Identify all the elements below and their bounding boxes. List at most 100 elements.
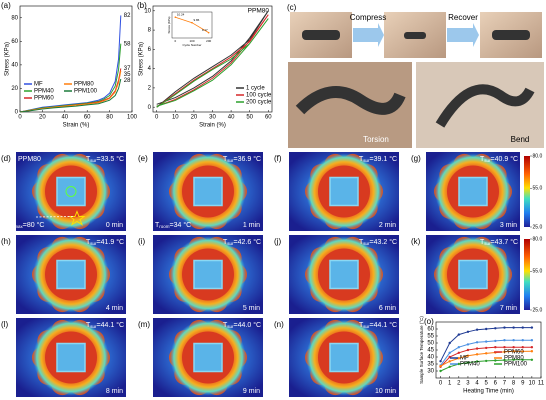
point bbox=[475, 341, 479, 344]
subscript: sur bbox=[363, 241, 370, 246]
sample bbox=[329, 259, 359, 290]
legend-label: 1 cycle bbox=[246, 86, 265, 92]
series-line bbox=[19, 78, 122, 113]
point bbox=[503, 326, 506, 329]
symbol: T bbox=[155, 222, 160, 229]
foam bbox=[404, 32, 426, 39]
value: =43.7 °C bbox=[491, 238, 519, 246]
legend-label: MF bbox=[460, 356, 469, 362]
foam bbox=[435, 84, 535, 128]
caption: Compress bbox=[350, 13, 386, 22]
symbol: T bbox=[86, 156, 91, 163]
surface-temp: Tsur=41.9 °C bbox=[86, 238, 124, 246]
point bbox=[448, 365, 451, 368]
point bbox=[485, 359, 488, 363]
point bbox=[512, 326, 515, 329]
surface-temp: Tsur=39.1 °C bbox=[359, 155, 397, 163]
inset-data-label: 10.24 bbox=[177, 12, 185, 16]
y-tick-label: 60 bbox=[427, 327, 434, 333]
time: 9 min bbox=[243, 388, 260, 395]
panel-label: (n) bbox=[274, 320, 284, 329]
subscript: sur bbox=[227, 158, 234, 163]
sample bbox=[458, 259, 488, 290]
subscript: sur bbox=[363, 324, 370, 329]
subscript: sur bbox=[90, 324, 97, 329]
inset-data-label: 9.17 bbox=[202, 28, 208, 32]
sample bbox=[193, 176, 223, 207]
x-tick-label: 6 bbox=[494, 381, 498, 387]
panel-label: (h) bbox=[1, 237, 11, 246]
subscript: sur bbox=[90, 158, 97, 163]
sample bbox=[193, 259, 223, 290]
point bbox=[457, 351, 461, 354]
legend-label: PPM100 bbox=[504, 362, 528, 368]
inset-frame bbox=[171, 11, 213, 39]
symbol: T bbox=[359, 156, 364, 163]
x-tick-label: 40 bbox=[61, 115, 68, 121]
y-tick-label: 80 bbox=[11, 15, 18, 21]
series-line bbox=[19, 70, 122, 113]
point bbox=[485, 352, 488, 355]
legend-label: PPM60 bbox=[34, 96, 54, 102]
point bbox=[530, 326, 534, 329]
y-axis-title: Sample Surface Temperature (°C) bbox=[419, 316, 424, 384]
subscript: sur bbox=[484, 241, 491, 246]
point bbox=[466, 330, 470, 333]
value: =36.9 °C bbox=[234, 155, 262, 163]
x-tick-label: 10 bbox=[529, 381, 536, 387]
colorbar-label: 80.0 bbox=[533, 236, 543, 242]
sample bbox=[329, 342, 359, 373]
x-tick-label: 0 bbox=[18, 115, 22, 121]
legend-label: PPM40 bbox=[34, 89, 54, 95]
arrow bbox=[447, 23, 479, 47]
colorbar-label: 55.0 bbox=[533, 269, 543, 275]
legend-label: PPM80 bbox=[74, 82, 94, 88]
colorbar-label: 55.0 bbox=[533, 186, 543, 192]
time: 4 min bbox=[106, 305, 123, 312]
x-tick-label: 0 bbox=[155, 115, 159, 121]
point bbox=[448, 360, 451, 363]
room-temp: Troom=34 °C bbox=[155, 221, 191, 229]
colorbar-label: 80.0 bbox=[533, 153, 543, 159]
point bbox=[512, 350, 515, 353]
point bbox=[503, 346, 506, 349]
sample bbox=[193, 342, 223, 373]
photo bbox=[416, 62, 544, 148]
series-line bbox=[156, 10, 269, 108]
x-tick-label: 100 bbox=[127, 115, 138, 121]
subscript: max bbox=[14, 224, 23, 229]
x-tick-label: 40 bbox=[228, 115, 235, 121]
y-tick-label: 4 bbox=[148, 66, 152, 72]
surface-temp: Tsur=43.2 °C bbox=[359, 238, 397, 246]
point bbox=[512, 358, 515, 361]
data-label: 37 bbox=[124, 66, 131, 72]
point bbox=[475, 360, 479, 363]
y-tick-label: 0 bbox=[148, 105, 152, 111]
y-axis-title: Stress (KPa) bbox=[5, 42, 11, 76]
y-tick-label: 20 bbox=[11, 86, 18, 92]
sample bbox=[458, 176, 488, 207]
surface-temp: Tsur=44.0 °C bbox=[223, 321, 261, 329]
y-tick-label: 45 bbox=[427, 348, 434, 354]
point bbox=[466, 343, 470, 346]
x-tick-label: 9 bbox=[521, 381, 525, 387]
x-axis-title: Strain (%) bbox=[199, 123, 226, 129]
legend-label: MF bbox=[34, 82, 43, 88]
time: 5 min bbox=[243, 305, 260, 312]
symbol: T bbox=[223, 322, 228, 329]
panel-label: (i) bbox=[138, 237, 145, 246]
series-line bbox=[156, 14, 269, 108]
point bbox=[530, 346, 534, 349]
point bbox=[457, 333, 461, 336]
time: 3 min bbox=[500, 222, 517, 229]
point bbox=[485, 327, 488, 331]
point bbox=[475, 328, 479, 331]
point bbox=[530, 358, 534, 361]
point bbox=[512, 346, 515, 349]
inset-point bbox=[207, 31, 210, 34]
time: 6 min bbox=[379, 305, 396, 312]
value: =40.9 °C bbox=[491, 155, 519, 163]
panel-label: (g) bbox=[411, 154, 421, 163]
point bbox=[466, 354, 470, 357]
panel-label: (m) bbox=[138, 320, 150, 329]
